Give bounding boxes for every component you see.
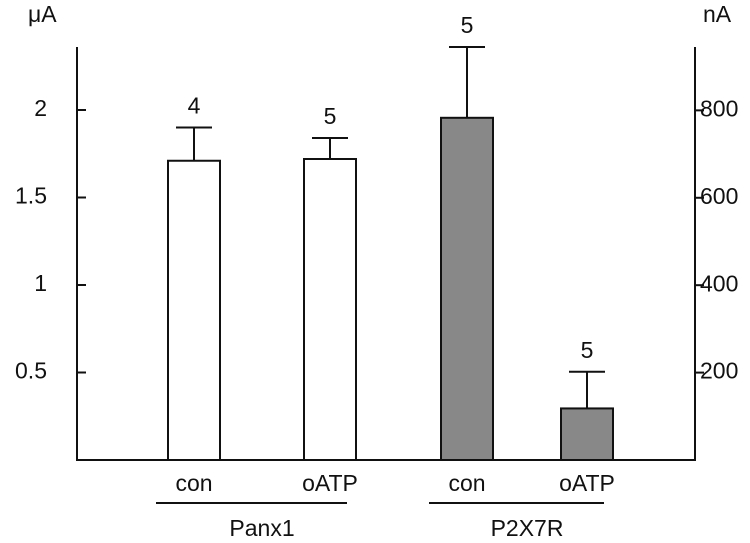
y2-axis-unit: nA [703, 1, 732, 27]
y-tick-label: 1 [34, 270, 47, 296]
n-label: 5 [324, 103, 337, 129]
y2-tick-label: 200 [700, 358, 738, 384]
x-tick-label: oATP [559, 470, 615, 496]
y2-tick-label: 400 [700, 270, 738, 296]
group-label: P2X7R [491, 515, 564, 541]
n-label: 4 [188, 93, 201, 119]
x-tick-label: con [175, 470, 212, 496]
x-tick-label: con [448, 470, 485, 496]
y-tick-label: 2 [34, 95, 47, 121]
bar [167, 159, 221, 461]
y-tick-label: 1.5 [15, 183, 47, 209]
bar [560, 407, 614, 461]
bar [303, 158, 357, 461]
y-axis-unit: μA [28, 1, 57, 27]
group-label: Panx1 [229, 515, 294, 541]
y2-tick-label: 600 [700, 183, 738, 209]
bar [440, 116, 494, 462]
n-label: 5 [581, 337, 594, 363]
n-label: 5 [461, 12, 474, 38]
y-tick-label: 0.5 [15, 358, 47, 384]
x-tick-label: oATP [302, 470, 358, 496]
y2-tick-label: 800 [700, 95, 738, 121]
